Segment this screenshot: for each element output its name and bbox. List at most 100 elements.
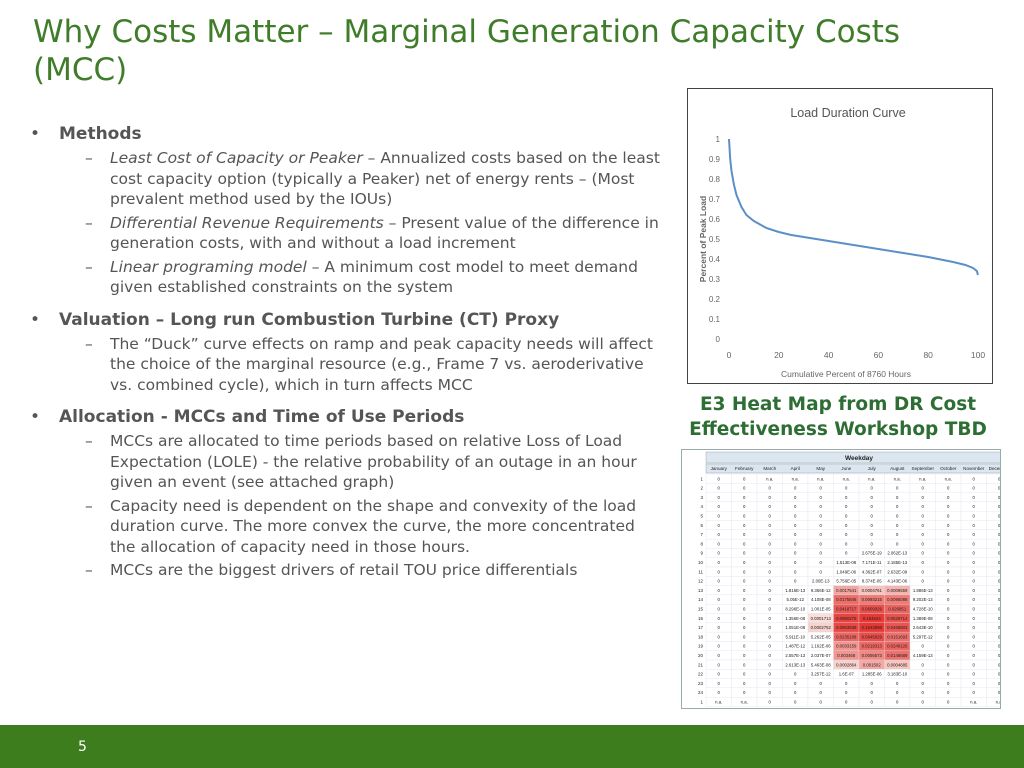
heatmap-cell-value: 0: [718, 662, 721, 667]
heatmap-cell-value: 0: [973, 504, 976, 509]
heatmap-cell-value: 0.0017541: [836, 588, 857, 593]
heatmap-cell-value: 1.886E-13: [913, 588, 933, 593]
load-duration-chart-svg: Load Duration Curve 0 0.1 0.2 0.3 0.4 0.5 0.6 0.…: [698, 106, 985, 379]
heatmap-cell-value: 0.0151693: [887, 634, 908, 639]
sub-bullet-term: Linear programing model: [110, 257, 307, 276]
heatmap-cell-value: 0: [718, 644, 721, 649]
heatmap-cell-value: 1.001E-05: [811, 607, 831, 612]
heatmap-cell-value: 0: [794, 504, 797, 509]
heatmap-cell-value: 9.366E-12: [811, 588, 831, 593]
heatmap-cell-value: n.a.: [766, 476, 773, 481]
heatmap-cell-value: 0: [718, 569, 721, 574]
heatmap-cell-value: 0: [973, 690, 976, 695]
heatmap-cell-value: 4.159E-13: [913, 653, 933, 658]
heatmap-cell-value: 0: [896, 514, 899, 519]
heatmap-cell-value: 0.0004685: [887, 662, 908, 667]
heatmap-cell-value: 0: [718, 532, 721, 537]
heatmap-cell-value: 0: [718, 681, 721, 686]
heatmap-cell-value: 0.0004761: [862, 588, 883, 593]
sub-bullet: – The “Duck” curve effects on ramp and pe…: [30, 334, 660, 396]
heatmap-cell-value: 0: [769, 700, 772, 705]
heatmap-cell-value: 2.185E-13: [887, 560, 907, 565]
heatmap-cell-value: 0: [896, 523, 899, 528]
heatmap-cell-value: 0.0219313: [862, 644, 883, 649]
sub-bullet-term: Differential Revenue Requirements: [110, 213, 384, 232]
sub-bullet-dash: –: [85, 432, 93, 450]
heatmap-cell-value: 0: [718, 504, 721, 509]
heatmap-hour-label: 3: [700, 495, 703, 500]
heatmap-month-header: February: [735, 466, 754, 471]
heatmap-cell-value: 0: [896, 532, 899, 537]
y-tick-label: 0: [716, 335, 721, 344]
heatmap-cell-value: 0: [769, 551, 772, 556]
heatmap-cell-value: 0: [743, 662, 746, 667]
heatmap-cell-value: 8.374E-05: [862, 579, 882, 584]
heatmap-cell-value: 2.632E-09: [887, 569, 907, 574]
heatmap-cell-value: 2.037E-07: [811, 653, 831, 658]
heatmap-cell-value: 0: [947, 616, 950, 621]
heatmap-hour-label: 10: [698, 560, 704, 565]
heatmap-cell-value: 0: [947, 504, 950, 509]
heatmap-cell-value: 0: [947, 495, 950, 500]
heatmap-cell-value: 0: [998, 476, 1000, 481]
heatmap-cell-value: n.a.: [817, 476, 824, 481]
heatmap-hour-label: 22: [698, 672, 704, 677]
heatmap-month-header: April: [791, 466, 800, 471]
heatmap-cell-value: 0: [769, 653, 772, 658]
heatmap-cell-value: 0: [998, 597, 1000, 602]
heatmap-cell-value: 0: [973, 541, 976, 546]
heatmap-cell-value: 0: [820, 681, 823, 686]
heatmap-cell-value: 0: [718, 597, 721, 602]
heatmap-hour-label: 5: [700, 514, 703, 519]
heatmap-cell-value: 0: [769, 579, 772, 584]
heatmap-cell-value: 1.356E-08: [785, 616, 805, 621]
heatmap-cell-value: n.a.: [970, 700, 977, 705]
heatmap-cell-value: 0: [718, 551, 721, 556]
heatmap-cell-value: 0: [922, 532, 925, 537]
heatmap-hour-label: 4: [700, 504, 703, 509]
heatmap-cell-value: 0: [998, 690, 1000, 695]
heatmap-cell-value: 0: [718, 495, 721, 500]
heatmap-cell-value: 2.00E-13: [812, 579, 830, 584]
heatmap-cell-value: 0: [845, 495, 848, 500]
heatmap-cell-value: 0.0002864: [836, 662, 857, 667]
heatmap-cell-value: 0: [922, 495, 925, 500]
heatmap-cell-value: 0: [998, 514, 1000, 519]
heatmap-cell-value: 0: [947, 681, 950, 686]
heatmap-hour-label: 16: [698, 616, 704, 621]
heatmap-cell-value: 0: [998, 486, 1000, 491]
heatmap-cell-value: 0: [998, 495, 1000, 500]
x-tick-label: 60: [874, 350, 884, 360]
heatmap-cell-value: 0: [922, 662, 925, 667]
heatmap-cell-value: 0: [922, 504, 925, 509]
heatmap-cell-value: 0: [743, 634, 746, 639]
heatmap-hour-label: 24: [698, 690, 704, 695]
heatmap-cell-value: 0: [794, 514, 797, 519]
heatmap-cell-value: n.a.: [792, 476, 799, 481]
heatmap-cell-value: 0: [845, 532, 848, 537]
heatmap-cell-value: 0: [743, 681, 746, 686]
heatmap-month-header: May: [816, 466, 825, 471]
sub-bullet-dash: –: [85, 334, 93, 353]
x-tick-label: 0: [727, 350, 732, 360]
heatmap-cell-value: 0: [973, 532, 976, 537]
heatmap-cell-value: 0: [718, 514, 721, 519]
heatmap-cell-value: 0: [794, 532, 797, 537]
sub-bullet-dash: –: [85, 213, 93, 232]
heatmap-cell-value: 0.0033159: [836, 644, 857, 649]
heatmap-cell-value: 0: [794, 672, 797, 677]
heatmap-hour-label: 17: [698, 625, 704, 630]
heatmap-cell-value: 0: [998, 541, 1000, 546]
heatmap-cell-value: n.a.: [868, 476, 875, 481]
heatmap-cell-value: 0: [973, 514, 976, 519]
heatmap-cell-value: 0: [769, 495, 772, 500]
heatmap-cell-value: 0: [973, 523, 976, 528]
heatmap-cell-value: 0: [743, 597, 746, 602]
heatmap-cell-value: 1.816E-13: [785, 588, 805, 593]
heatmap-cell-value: 0: [820, 532, 823, 537]
heatmap-cell-value: 4.362E-07: [862, 569, 882, 574]
heatmap-cell-value: 0: [769, 690, 772, 695]
sub-bullet-term: Least Cost of Capacity or Peaker: [110, 149, 363, 167]
heatmap-cell-value: 0: [947, 662, 950, 667]
heatmap-cell-value: 0: [922, 551, 925, 556]
